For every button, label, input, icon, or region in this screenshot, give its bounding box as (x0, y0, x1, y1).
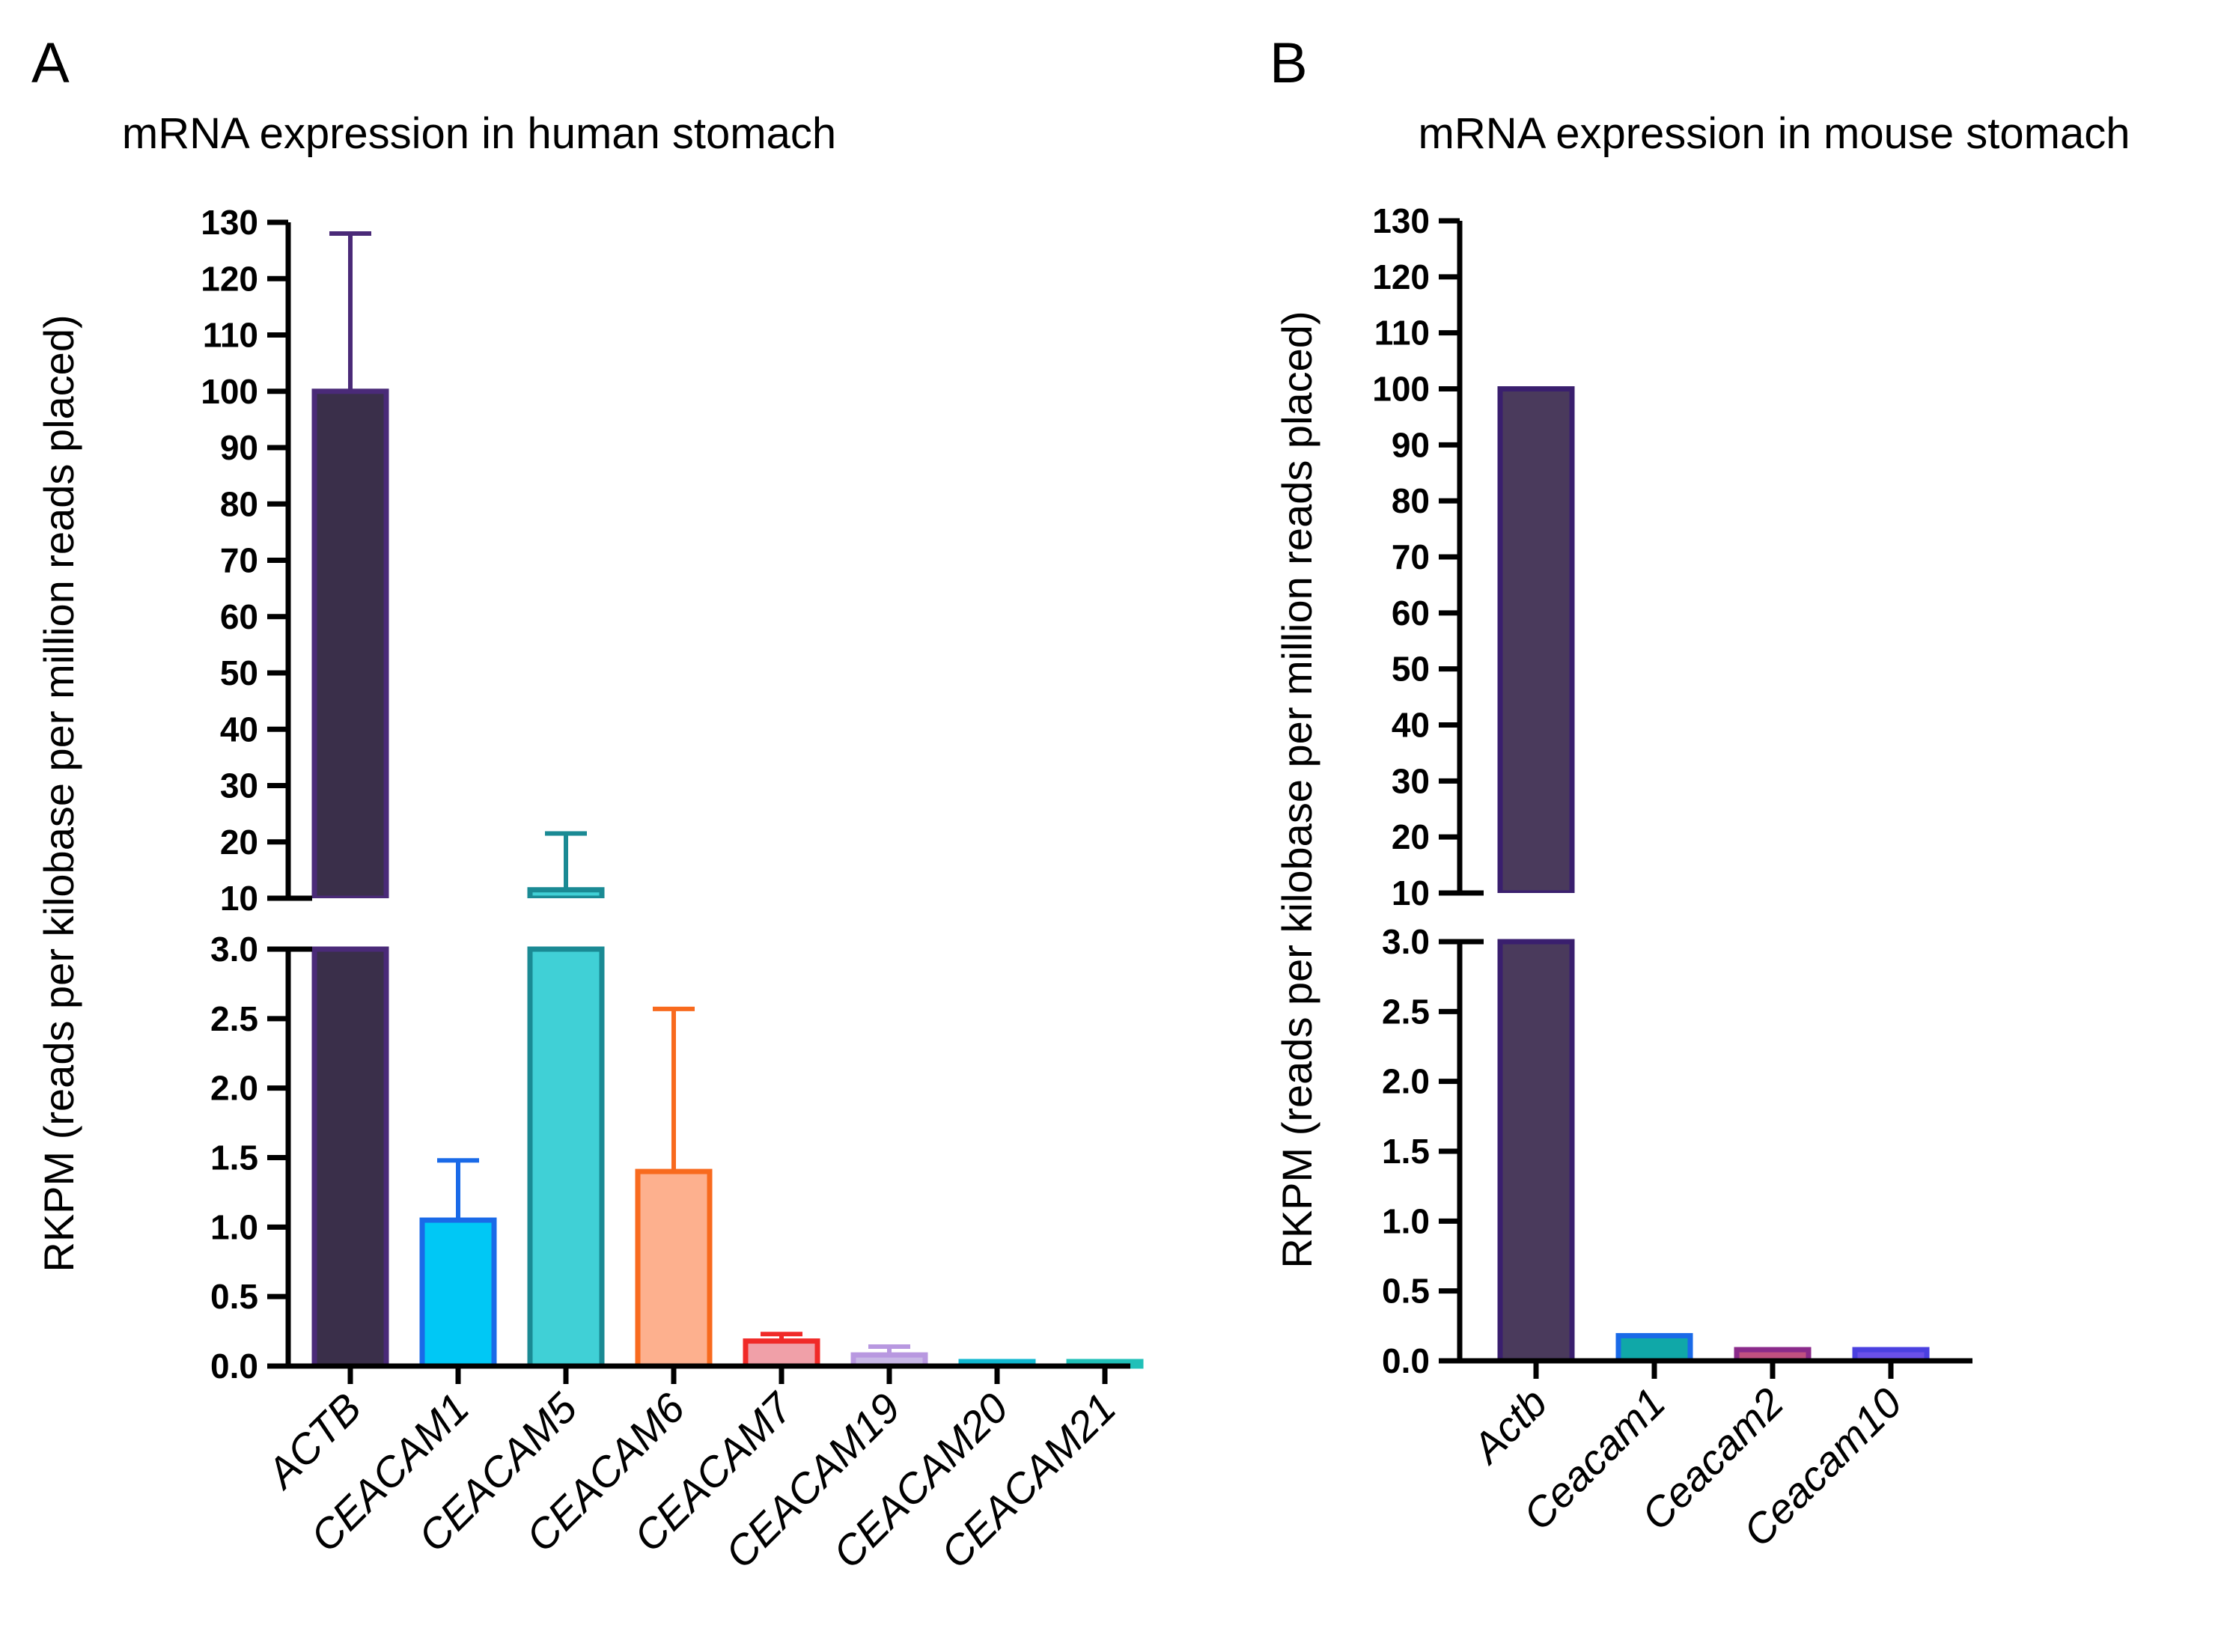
bar-Actb (1497, 386, 1575, 1364)
y-tick-label: 120 (201, 259, 258, 298)
y-tick-label: 20 (1392, 817, 1430, 856)
y-tick-label: 130 (1372, 201, 1430, 240)
y-tick-label: 0.0 (1382, 1341, 1430, 1380)
y-tick-label: 110 (1374, 314, 1430, 353)
y-tick-label: 2.0 (210, 1069, 258, 1108)
y-tick-label: 20 (220, 823, 258, 862)
y-tick-label: 80 (1392, 481, 1430, 520)
y-tick-label: 1.5 (210, 1139, 258, 1177)
y-tick-label: 100 (1372, 370, 1430, 409)
y-tick-label: 0.0 (210, 1347, 258, 1386)
y-tick-label: 10 (1392, 874, 1430, 912)
bar-rect (635, 1168, 713, 1369)
y-tick-label: 50 (1392, 650, 1430, 689)
bar-rect (419, 1217, 497, 1369)
bar-ACTB (311, 231, 389, 1369)
y-tick-label: 0.5 (1382, 1272, 1430, 1311)
panel-letter: B (1270, 31, 1308, 95)
y-tick-label: 40 (220, 710, 258, 749)
y-tick-label: 2.5 (210, 999, 258, 1038)
bar-CEACAM5 (527, 831, 605, 1369)
bar-CEACAM19 (850, 1344, 928, 1369)
panel-letter: A (31, 31, 70, 95)
bar-lower-segment (527, 946, 605, 1369)
bar-CEACAM1 (419, 1158, 497, 1369)
y-tick-label: 110 (203, 316, 258, 355)
bar-upper-segment (311, 388, 389, 901)
y-tick-label: 30 (1392, 761, 1430, 800)
bar-lower-segment (311, 946, 389, 1369)
y-tick-label: 50 (220, 653, 258, 692)
y-tick-label: 100 (201, 372, 258, 411)
y-axis-label: RKPM (reads per kilobase per million rea… (35, 314, 82, 1272)
y-tick-label: 0.5 (210, 1277, 258, 1316)
y-tick-label: 60 (220, 597, 258, 636)
chart-title: mRNA expression in mouse stomach (1419, 109, 2130, 158)
bar-upper-segment (1497, 386, 1575, 896)
y-tick-label: 70 (1392, 537, 1430, 576)
bar-upper-segment (527, 887, 605, 901)
y-tick-label: 3.0 (1382, 922, 1430, 961)
y-tick-label: 90 (1392, 425, 1430, 464)
y-tick-label: 60 (1392, 594, 1430, 633)
y-axis-label: RKPM (reads per kilobase per million rea… (1273, 311, 1320, 1268)
y-tick-label: 90 (220, 428, 258, 467)
y-tick-label: 1.0 (210, 1207, 258, 1246)
chart-title: mRNA expression in human stomach (122, 109, 836, 158)
x-tick-label: Actb (1462, 1379, 1556, 1473)
y-tick-label: 120 (1372, 257, 1430, 296)
y-tick-label: 130 (201, 203, 258, 242)
bar-rect (1615, 1332, 1693, 1364)
y-tick-label: 1.0 (1382, 1201, 1430, 1240)
bar-CEACAM6 (635, 1006, 713, 1369)
bar-CEACAM7 (743, 1332, 820, 1369)
bar-Ceacam1 (1615, 1332, 1693, 1364)
y-tick-label: 10 (220, 879, 258, 918)
y-tick-label: 70 (220, 541, 258, 580)
y-tick-label: 40 (1392, 706, 1430, 745)
bar-rect (743, 1338, 820, 1369)
bar-lower-segment (1497, 939, 1575, 1364)
y-tick-label: 2.0 (1382, 1062, 1430, 1101)
y-tick-label: 80 (220, 484, 258, 523)
y-tick-label: 30 (220, 766, 258, 805)
y-tick-label: 2.5 (1382, 992, 1430, 1031)
y-tick-label: 3.0 (210, 930, 258, 969)
y-tick-label: 1.5 (1382, 1132, 1430, 1171)
